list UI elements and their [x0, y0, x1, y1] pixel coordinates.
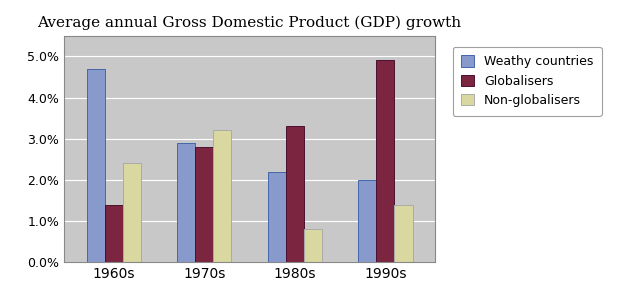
Bar: [123, 163, 141, 262]
Bar: [86, 69, 105, 262]
Bar: [376, 60, 394, 262]
Bar: [177, 143, 195, 262]
Bar: [195, 147, 213, 262]
Legend: Weathy countries, Globalisers, Non-globalisers: Weathy countries, Globalisers, Non-globa…: [452, 46, 602, 116]
Bar: [105, 205, 123, 262]
Bar: [268, 172, 286, 262]
Bar: [286, 126, 304, 262]
Bar: [394, 205, 413, 262]
Bar: [358, 180, 376, 262]
Bar: [213, 131, 232, 262]
Bar: [304, 229, 322, 262]
Title: Average annual Gross Domestic Product (GDP) growth: Average annual Gross Domestic Product (G…: [38, 16, 461, 30]
